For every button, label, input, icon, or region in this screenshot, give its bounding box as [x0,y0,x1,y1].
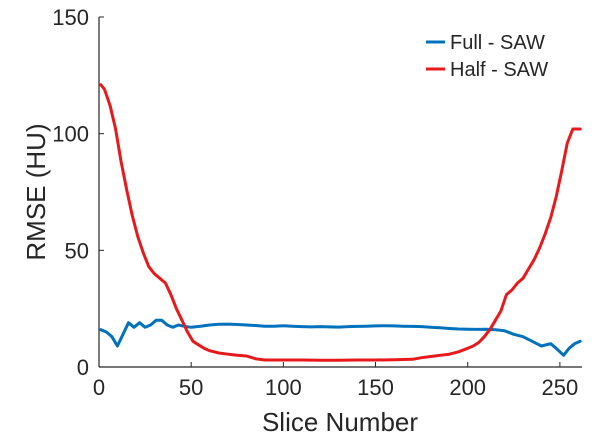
tick-labels: 0 50 100 150 200 250 0 50 100 150 [52,5,578,400]
axes [98,16,582,368]
x-tick-label: 100 [265,375,302,400]
x-tick-label: 200 [449,375,486,400]
y-axis-title: RMSE (HU) [21,123,51,260]
legend: Full - SAW Half - SAW [426,32,548,81]
y-tick-label: 50 [65,238,89,263]
y-tick-label: 100 [52,122,89,147]
x-tick-label: 250 [542,375,579,400]
legend-label-half-saw: Half - SAW [450,59,548,81]
y-tick-label: 0 [77,355,89,380]
x-tick-label: 0 [93,375,105,400]
x-tick-label: 150 [357,375,394,400]
series-line-full-saw [99,318,582,357]
series-line-half-saw [99,83,582,362]
legend-label-full-saw: Full - SAW [450,32,545,54]
x-tick-label: 50 [179,375,203,400]
x-axis-title: Slice Number [262,407,418,437]
series-layer [99,83,582,362]
y-tick-label: 150 [52,5,89,30]
